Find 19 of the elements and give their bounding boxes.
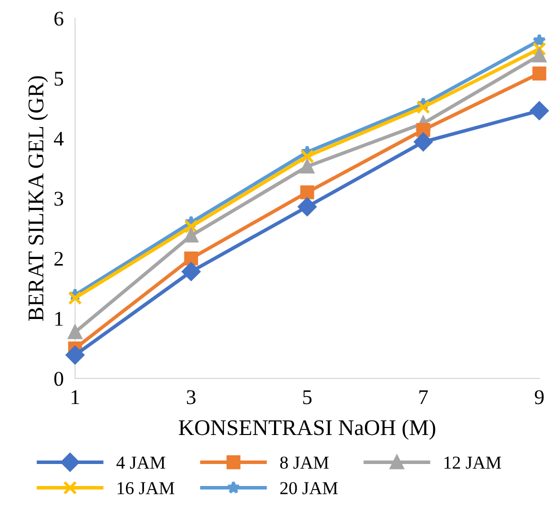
legend-label: 8 JAM [280,456,329,469]
y-tick-label: 3 [54,192,64,206]
y-tick-label: 2 [54,252,63,266]
y-axis-title: BERAT SILIKA GEL (GR) [28,76,48,321]
y-tick-label: 0 [54,372,64,386]
y-tick-label: 5 [54,72,64,86]
x-tick-label: 3 [186,390,196,404]
legend-label: 16 JAM [118,482,174,494]
y-tick-label: 1 [55,312,63,326]
y-tick-label: 6 [54,12,64,26]
x-tick-label: 7 [419,390,428,404]
x-tick-label: 9 [534,390,544,404]
y-tick-label: 4 [54,132,64,146]
legend-label: 12 JAM [444,456,502,469]
x-axis-title: KONSENTRASI NaOH (M) [178,420,436,440]
x-tick-label: 1 [72,390,80,404]
legend-label: 4 JAM [116,456,166,469]
x-tick-label: 5 [303,390,312,404]
legend-label: 20 JAM [280,482,338,494]
